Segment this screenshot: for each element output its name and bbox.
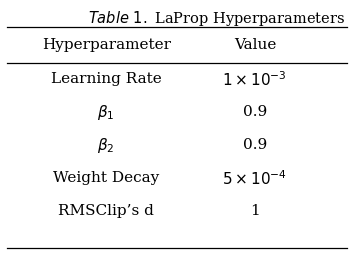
Text: $5 \times 10^{-4}$: $5 \times 10^{-4}$ <box>222 169 287 188</box>
Text: $\beta_2$: $\beta_2$ <box>97 136 115 155</box>
Text: RMSClip’s d: RMSClip’s d <box>58 204 154 218</box>
Text: Weight Decay: Weight Decay <box>53 171 159 185</box>
Text: 1: 1 <box>250 204 260 218</box>
Text: Learning Rate: Learning Rate <box>51 72 161 86</box>
Text: Hyperparameter: Hyperparameter <box>42 38 171 52</box>
Text: 0.9: 0.9 <box>243 105 267 119</box>
Text: $1 \times 10^{-3}$: $1 \times 10^{-3}$ <box>222 70 287 88</box>
Text: $\it{Table\ 1.}$ LaProp Hyperparameters: $\it{Table\ 1.}$ LaProp Hyperparameters <box>88 9 346 28</box>
Text: $\beta_1$: $\beta_1$ <box>97 103 115 122</box>
Text: Value: Value <box>234 38 276 52</box>
Text: 0.9: 0.9 <box>243 138 267 152</box>
